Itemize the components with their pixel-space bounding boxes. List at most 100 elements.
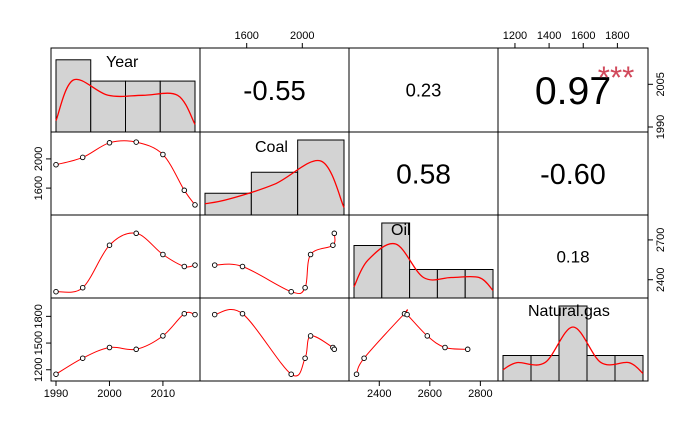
- hist-bar-Natural.gas-3: [586, 355, 616, 382]
- scatter-point-2-1-3: [331, 230, 338, 237]
- scatter-point-2-0-0: [53, 288, 59, 295]
- diag-label-Natural.gas: Natural.gas: [528, 303, 610, 320]
- scatter-point-2-1-1: [302, 284, 308, 291]
- scatter-point-2-1-6: [211, 262, 218, 268]
- scatter-point-2-0-4: [160, 251, 166, 258]
- scatter-point-3-0-2: [106, 344, 113, 351]
- scatter-point-2-0-2: [106, 242, 113, 248]
- density-curve-Oil: [353, 242, 494, 291]
- scatter-point-1-0-1: [79, 154, 86, 161]
- scatter-point-1-0-6: [192, 202, 198, 208]
- corr-value-1-3: -0.60: [540, 159, 606, 191]
- hist-bar-Year-0: [55, 59, 92, 133]
- hist-bar-Oil-4: [464, 269, 494, 299]
- panel-2-1: [199, 214, 350, 299]
- hist-bar-Coal-2: [297, 139, 345, 216]
- scatter-point-3-2-0: [353, 371, 360, 377]
- oil-bottom-axis-tick-label-2400: 2400: [367, 388, 391, 400]
- scatter-point-2-1-2: [330, 242, 336, 248]
- oil-bottom-axis-tick-label-2800: 2800: [468, 388, 492, 400]
- scatter-point-1-0-2: [106, 140, 113, 146]
- coal-top-axis-tick-label-2000: 2000: [290, 30, 314, 42]
- corr-value-1-2: 0.58: [396, 158, 451, 190]
- gas-top-axis-tick-label-1200: 1200: [503, 30, 527, 42]
- hist-bar-Natural.gas-0: [502, 355, 532, 382]
- hist-bar-Natural.gas-1: [530, 355, 560, 382]
- diag-label-Oil: Oil: [391, 222, 411, 239]
- hist-bar-Oil-3: [436, 269, 466, 299]
- year-right-axis-tick-label-2005: 2005: [655, 72, 667, 96]
- smooth-line-1-0: [55, 140, 196, 206]
- panel-contents: Year Coal Oil Natural.gas -0.55 0.23 0.97*** 0.…: [53, 54, 644, 382]
- scatter-point-1-0-0: [53, 161, 59, 168]
- scatter-point-3-2-4: [424, 333, 431, 339]
- gas-top-axis-tick-label-1800: 1800: [605, 30, 629, 42]
- outer-axes: 1990 2000 2010 2400 2600 2800 1600 2000 1200 1400…: [33, 30, 667, 400]
- scatter-point-2-1-5: [239, 263, 246, 270]
- oil-bottom-axis-tick-label-2600: 2600: [418, 388, 442, 400]
- smooth-line-3-2: [356, 309, 468, 375]
- panel-3-0: [50, 297, 201, 382]
- hist-bar-Oil-0: [353, 245, 383, 299]
- scatter-point-1-0-4: [160, 151, 166, 158]
- year-bottom-axis-tick-label-2000: 2000: [97, 388, 121, 400]
- oil-right-axis-tick-label-2400: 2400: [655, 267, 667, 291]
- density-curve-Year: [55, 78, 196, 125]
- gas-top-axis-tick-label-1400: 1400: [537, 30, 561, 42]
- scatter-point-3-2-6: [404, 311, 410, 318]
- density-curve-Natural.gas: [502, 326, 644, 375]
- scatter-point-3-0-5: [181, 310, 188, 317]
- scatter-point-3-1-6: [211, 311, 218, 318]
- diag-label-Year: Year: [106, 54, 139, 71]
- smooth-line-3-1: [214, 309, 336, 377]
- panel-3-1: [199, 297, 350, 382]
- coal-left-axis-tick-label-2000: 2000: [33, 147, 45, 171]
- hist-bar-Coal-1: [250, 171, 299, 216]
- scatter-point-2-0-3: [133, 230, 139, 237]
- gas-left-axis-tick-label-1500: 1500: [33, 331, 45, 355]
- scatter-point-3-0-6: [192, 311, 198, 318]
- hist-bar-Coal-0: [204, 192, 252, 216]
- hist-bar-Oil-1: [381, 222, 411, 299]
- scatter-point-3-0-1: [79, 355, 86, 361]
- panel-3-2: [348, 297, 499, 382]
- hist-bar-Oil-2: [409, 269, 438, 299]
- scatter-point-3-0-0: [53, 371, 59, 377]
- corr-stars-0-3: ***: [598, 60, 635, 95]
- scatter-point-3-1-1: [302, 355, 308, 361]
- scatter-point-3-1-0: [288, 371, 294, 377]
- year-bottom-axis-tick-label-2010: 2010: [151, 388, 175, 400]
- scatter-point-2-1-4: [307, 251, 314, 258]
- scatter-point-2-1-0: [288, 288, 294, 295]
- density-curve-Coal: [204, 159, 345, 208]
- hist-bar-Year-3: [159, 80, 196, 133]
- scatter-point-3-2-2: [442, 344, 448, 351]
- coal-left-axis-tick-label-1600: 1600: [33, 176, 45, 200]
- scatter-point-3-1-3: [331, 346, 338, 353]
- diag-label-Coal: Coal: [255, 139, 288, 156]
- corr-value-0-3: 0.97: [535, 70, 611, 113]
- corr-value-0-2: 0.23: [406, 80, 442, 101]
- corr-value-0-1: -0.55: [243, 75, 305, 106]
- smooth-line-2-1: [214, 233, 336, 295]
- gas-left-axis-tick-label-1200: 1200: [33, 358, 45, 382]
- smooth-line-2-0: [55, 232, 196, 293]
- scatter-point-1-0-3: [133, 139, 139, 145]
- oil-right-axis-tick-label-2700: 2700: [655, 228, 667, 252]
- scatter-point-3-0-4: [160, 333, 166, 339]
- hist-bar-Year-2: [125, 80, 161, 133]
- year-right-axis-tick-label-1990: 1990: [655, 115, 667, 139]
- scatter-point-1-0-5: [181, 187, 188, 194]
- smooth-line-3-0: [55, 311, 196, 375]
- scatter-point-2-0-5: [181, 263, 188, 270]
- scatter-point-3-0-3: [133, 346, 139, 353]
- gas-left-axis-tick-label-1800: 1800: [33, 304, 45, 328]
- scatter-point-3-2-3: [464, 346, 471, 353]
- gas-top-axis-tick-label-1600: 1600: [571, 30, 595, 42]
- panel-1-0: [50, 131, 201, 216]
- year-bottom-axis-tick-label-1990: 1990: [44, 388, 68, 400]
- coal-top-axis-tick-label-1600: 1600: [234, 30, 258, 42]
- panel-2-0: [50, 214, 201, 299]
- scatter-point-3-1-5: [239, 310, 246, 317]
